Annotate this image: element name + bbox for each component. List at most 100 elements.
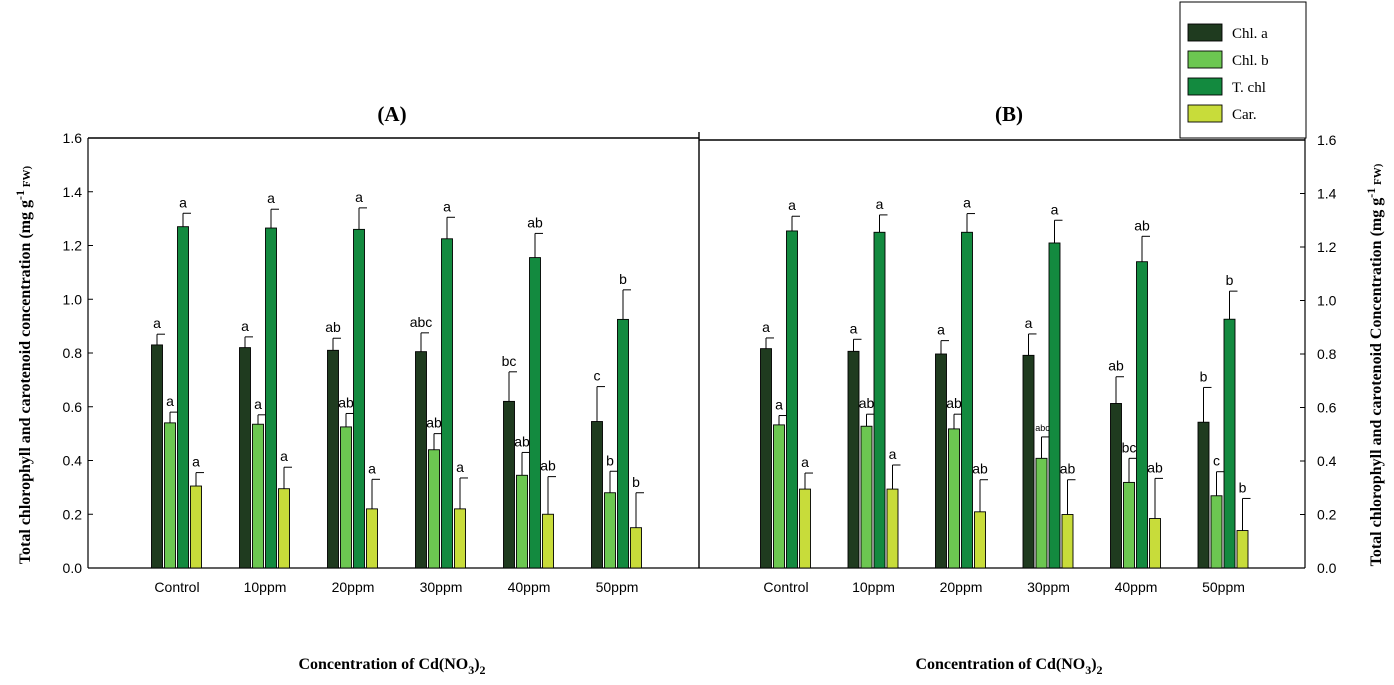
significance-label: a	[801, 454, 809, 470]
panel-b-title: (B)	[995, 102, 1023, 126]
x-tick-label: 20ppm	[940, 579, 983, 595]
bar	[252, 423, 264, 569]
bar	[786, 230, 798, 569]
bar	[177, 226, 189, 569]
significance-label: ab	[1108, 358, 1124, 374]
significance-label: ab	[1134, 217, 1150, 233]
significance-label: a	[267, 190, 275, 206]
panel-b-ylabel: Total chlorophyll and carotenoid Concent…	[1364, 163, 1385, 566]
legend-swatch	[1187, 77, 1223, 96]
bar	[1035, 457, 1048, 569]
panel-a-title: (A)	[377, 102, 406, 126]
y-tick-label: 1.4	[63, 184, 83, 200]
y-tick-label: 0.2	[63, 506, 83, 522]
bar	[1061, 514, 1074, 569]
bar	[1223, 318, 1236, 569]
bar	[1197, 421, 1210, 569]
significance-label: ab	[1060, 461, 1076, 477]
significance-label: a	[456, 459, 464, 475]
y-tick-label: 0.6	[63, 399, 83, 415]
bar	[542, 513, 554, 569]
bar	[1123, 481, 1135, 569]
y-tick-label: 1.0	[63, 291, 83, 307]
bar	[1048, 242, 1061, 569]
bar	[428, 449, 440, 569]
significance-label: a	[443, 198, 451, 214]
bar	[503, 400, 515, 569]
bar	[164, 422, 176, 569]
y-tick-label: 0.4	[1317, 453, 1337, 469]
significance-label: a	[355, 189, 363, 205]
significance-label: bc	[1122, 439, 1137, 455]
x-tick-label: 30ppm	[1027, 579, 1070, 595]
x-tick-label: 30ppm	[420, 579, 463, 595]
significance-label: a	[889, 446, 897, 462]
significance-label: a	[876, 196, 884, 212]
y-tick-label: 1.6	[63, 130, 83, 146]
bar	[760, 348, 772, 569]
x-tick-label: 50ppm	[1202, 579, 1245, 595]
y-tick-label: 1.2	[1317, 239, 1337, 255]
panel-b: 0.0 0.2 0.4 0.6 0.8 1.0 1.2 1.4 1.6 Control a a a a 10…	[699, 132, 1337, 595]
panel-b-xlabel: Concentration of Cd(NO3)2	[915, 656, 1102, 677]
x-tick-label: 10ppm	[852, 579, 895, 595]
significance-label: ab	[859, 395, 875, 411]
bar	[630, 527, 642, 569]
legend-swatch	[1187, 104, 1223, 123]
legend-swatch	[1187, 23, 1223, 42]
y-tick-label: 1.2	[63, 238, 83, 254]
significance-label: ab	[540, 458, 556, 474]
panel-a-xlabel: Concentration of Cd(NO3)2	[298, 656, 485, 677]
bar	[366, 508, 378, 569]
y-tick-label: 1.6	[1317, 132, 1337, 148]
y-tick-label: 0.0	[1317, 560, 1337, 576]
bar	[327, 349, 339, 569]
panel-a-ylabel: Total chlorophyll and carotenoid concent…	[13, 166, 34, 565]
significance-label: a	[280, 448, 288, 464]
significance-label: a	[788, 197, 796, 213]
bar	[353, 228, 365, 569]
bar	[935, 353, 947, 569]
significance-label: c	[594, 368, 601, 384]
bar	[886, 488, 899, 569]
bar	[773, 424, 785, 569]
bar	[847, 350, 860, 569]
y-tick-label: 0.6	[1317, 400, 1337, 416]
significance-label: a	[254, 396, 262, 412]
bar	[151, 344, 163, 569]
bar	[454, 508, 466, 569]
y-tick-label: 0.8	[1317, 346, 1337, 362]
significance-label: ab	[338, 394, 354, 410]
bar	[529, 257, 541, 569]
x-tick-label: 40ppm	[1115, 579, 1158, 595]
significance-label: a	[1025, 315, 1033, 331]
bar	[441, 238, 453, 569]
significance-label: b	[1239, 479, 1247, 495]
significance-label: ab	[325, 319, 341, 335]
significance-label: ab	[426, 415, 442, 431]
panel-a: 0.0 0.2 0.4 0.6 0.8 1.0 1.2 1.4 1.6 Control a a a a 10…	[63, 130, 700, 595]
significance-label: a	[963, 195, 971, 211]
significance-label: bc	[502, 353, 517, 369]
significance-label: ab	[1147, 459, 1163, 475]
bar	[961, 231, 973, 569]
significance-label: a	[762, 319, 770, 335]
bar	[1236, 530, 1249, 569]
y-tick-label: 0.0	[63, 560, 83, 576]
legend-label: Car.	[1232, 107, 1257, 123]
bar	[1149, 518, 1161, 569]
significance-label: ab	[514, 433, 530, 449]
bar	[948, 428, 960, 569]
bar	[617, 318, 629, 569]
significance-label: a	[192, 454, 200, 470]
y-tick-label: 1.0	[1317, 293, 1337, 309]
bar	[591, 421, 603, 569]
bar	[604, 492, 616, 569]
bar	[1136, 261, 1148, 569]
bar	[974, 511, 986, 569]
significance-label: a	[179, 194, 187, 210]
x-tick-label: 20ppm	[332, 579, 375, 595]
significance-label: ab	[946, 395, 962, 411]
bar	[873, 231, 886, 569]
significance-label: abc	[1035, 423, 1050, 433]
